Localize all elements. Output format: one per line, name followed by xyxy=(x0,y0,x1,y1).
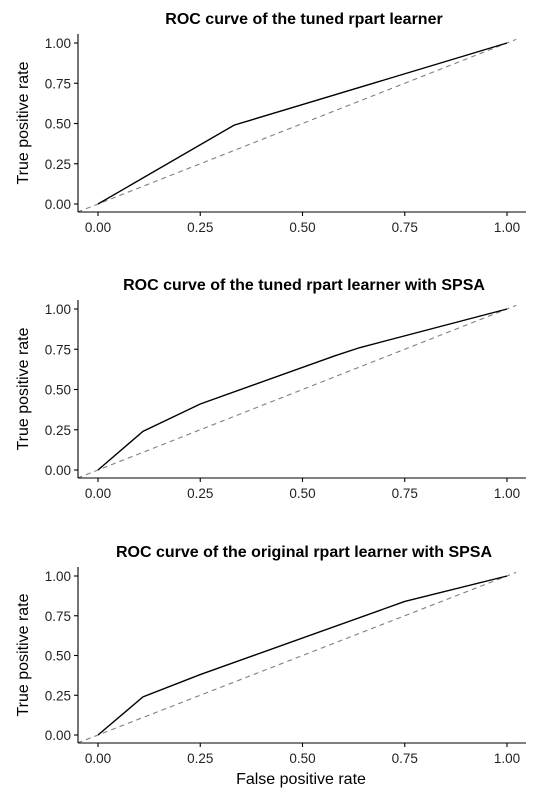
x-axis-title: False positive rate xyxy=(236,771,366,788)
x-tick-label: 0.25 xyxy=(187,220,213,235)
roc-chart-3: ROC curve of the original rpart learner … xyxy=(15,544,526,788)
y-tick-label: 1.00 xyxy=(45,36,71,51)
y-tick-label: 0.75 xyxy=(45,76,71,91)
y-axis-title: True positive rate xyxy=(15,61,32,184)
reference-diagonal-line xyxy=(78,38,517,212)
x-tick-label: 0.00 xyxy=(85,751,111,766)
x-tick-label: 1.00 xyxy=(494,220,520,235)
x-tick-label: 0.00 xyxy=(85,220,111,235)
y-tick-label: 0.25 xyxy=(45,157,71,172)
reference-diagonal-line xyxy=(78,304,517,478)
x-tick-label: 0.50 xyxy=(289,220,315,235)
y-tick-label: 0.00 xyxy=(45,197,71,212)
reference-diagonal-line xyxy=(78,571,517,743)
x-tick-label: 0.25 xyxy=(187,751,213,766)
roc-chart-1: ROC curve of the tuned rpart learner 0.00… xyxy=(15,11,526,235)
y-tick-label: 0.25 xyxy=(45,423,71,438)
y-tick-label: 0.00 xyxy=(45,463,71,478)
x-tick-label: 0.75 xyxy=(392,220,418,235)
y-tick-label: 0.75 xyxy=(45,609,71,624)
x-tick-label: 0.00 xyxy=(85,486,111,501)
roc-curve-line xyxy=(97,42,508,205)
y-tick-label: 0.50 xyxy=(45,383,71,398)
y-tick-label: 0.00 xyxy=(45,728,71,743)
roc-curve-line xyxy=(97,575,508,736)
chart-title: ROC curve of the tuned rpart learner wit… xyxy=(123,277,485,294)
x-tick-label: 0.75 xyxy=(392,751,418,766)
y-axis-title: True positive rate xyxy=(15,593,32,716)
x-tick-label: 0.75 xyxy=(392,486,418,501)
x-tick-label: 0.50 xyxy=(289,486,315,501)
x-tick-label: 0.25 xyxy=(187,486,213,501)
y-tick-label: 1.00 xyxy=(45,302,71,317)
chart-title: ROC curve of the tuned rpart learner xyxy=(165,11,442,28)
roc-curve-line xyxy=(97,308,508,471)
y-tick-label: 0.50 xyxy=(45,649,71,664)
y-tick-label: 1.00 xyxy=(45,569,71,584)
y-tick-label: 0.75 xyxy=(45,342,71,357)
roc-chart-2: ROC curve of the tuned rpart learner wit… xyxy=(15,277,526,501)
chart-title: ROC curve of the original rpart learner … xyxy=(116,544,493,561)
x-tick-label: 0.50 xyxy=(289,751,315,766)
x-tick-label: 1.00 xyxy=(494,486,520,501)
y-axis-title: True positive rate xyxy=(15,327,32,450)
x-tick-label: 1.00 xyxy=(494,751,520,766)
y-tick-label: 0.50 xyxy=(45,117,71,132)
y-tick-label: 0.25 xyxy=(45,688,71,703)
